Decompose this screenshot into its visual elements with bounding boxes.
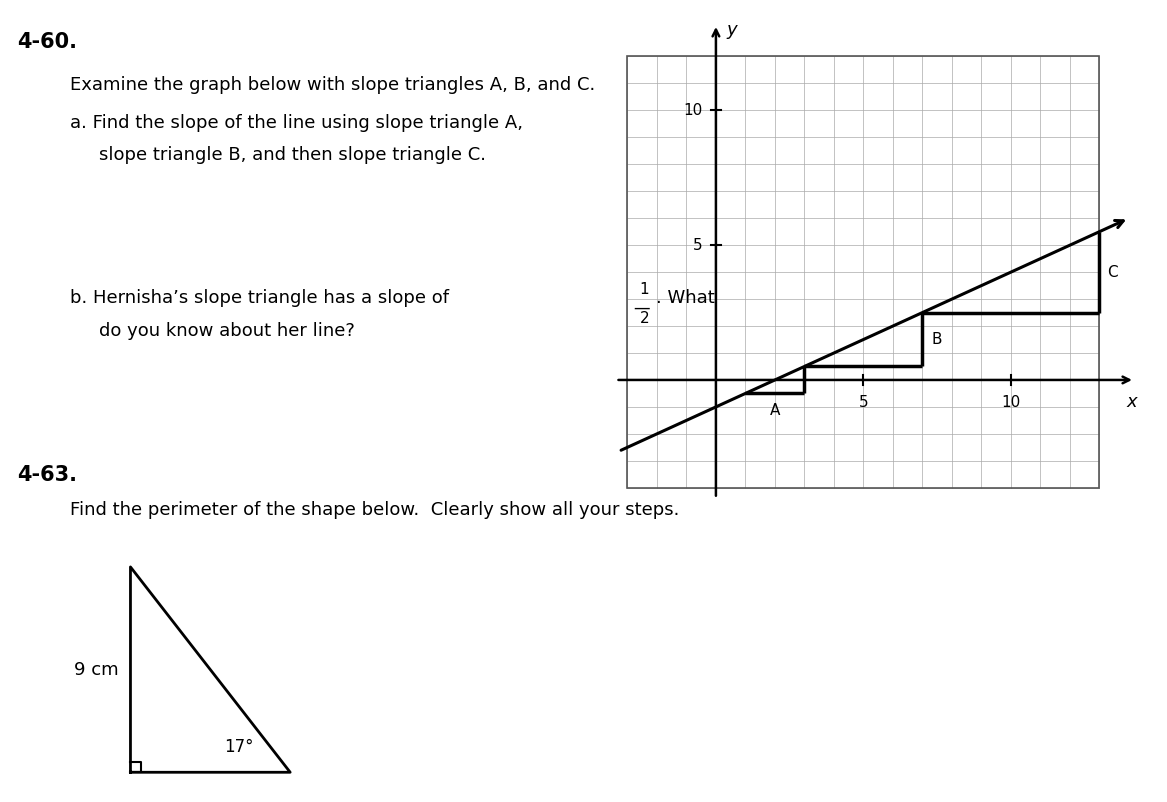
Text: C: C	[1106, 265, 1118, 280]
Text: 4-63.: 4-63.	[18, 465, 77, 485]
Text: 10: 10	[1001, 395, 1020, 410]
Text: 5: 5	[693, 237, 703, 253]
Text: 5: 5	[859, 395, 868, 410]
Text: 1: 1	[640, 282, 649, 298]
Text: A: A	[770, 403, 780, 418]
Text: 2: 2	[640, 311, 649, 326]
Text: Examine the graph below with slope triangles A, B, and C.: Examine the graph below with slope trian…	[70, 76, 595, 94]
Text: —: —	[634, 298, 650, 316]
Text: 9 cm: 9 cm	[75, 661, 119, 678]
Text: slope triangle B, and then slope triangle C.: slope triangle B, and then slope triangl…	[99, 146, 487, 164]
Text: x: x	[1126, 394, 1137, 411]
Text: 10: 10	[684, 103, 703, 118]
Text: 4-60.: 4-60.	[18, 32, 77, 52]
Text: Find the perimeter of the shape below.  Clearly show all your steps.: Find the perimeter of the shape below. C…	[70, 501, 679, 519]
Text: y: y	[726, 21, 736, 38]
Text: do you know about her line?: do you know about her line?	[99, 322, 355, 340]
Bar	[628, 56, 1099, 488]
Text: B: B	[931, 332, 942, 347]
Text: 17°: 17°	[224, 738, 253, 756]
Text: a. Find the slope of the line using slope triangle A,: a. Find the slope of the line using slop…	[70, 114, 523, 132]
Text: b. Hernisha’s slope triangle has a slope of: b. Hernisha’s slope triangle has a slope…	[70, 289, 455, 306]
Text: . What: . What	[656, 289, 714, 306]
